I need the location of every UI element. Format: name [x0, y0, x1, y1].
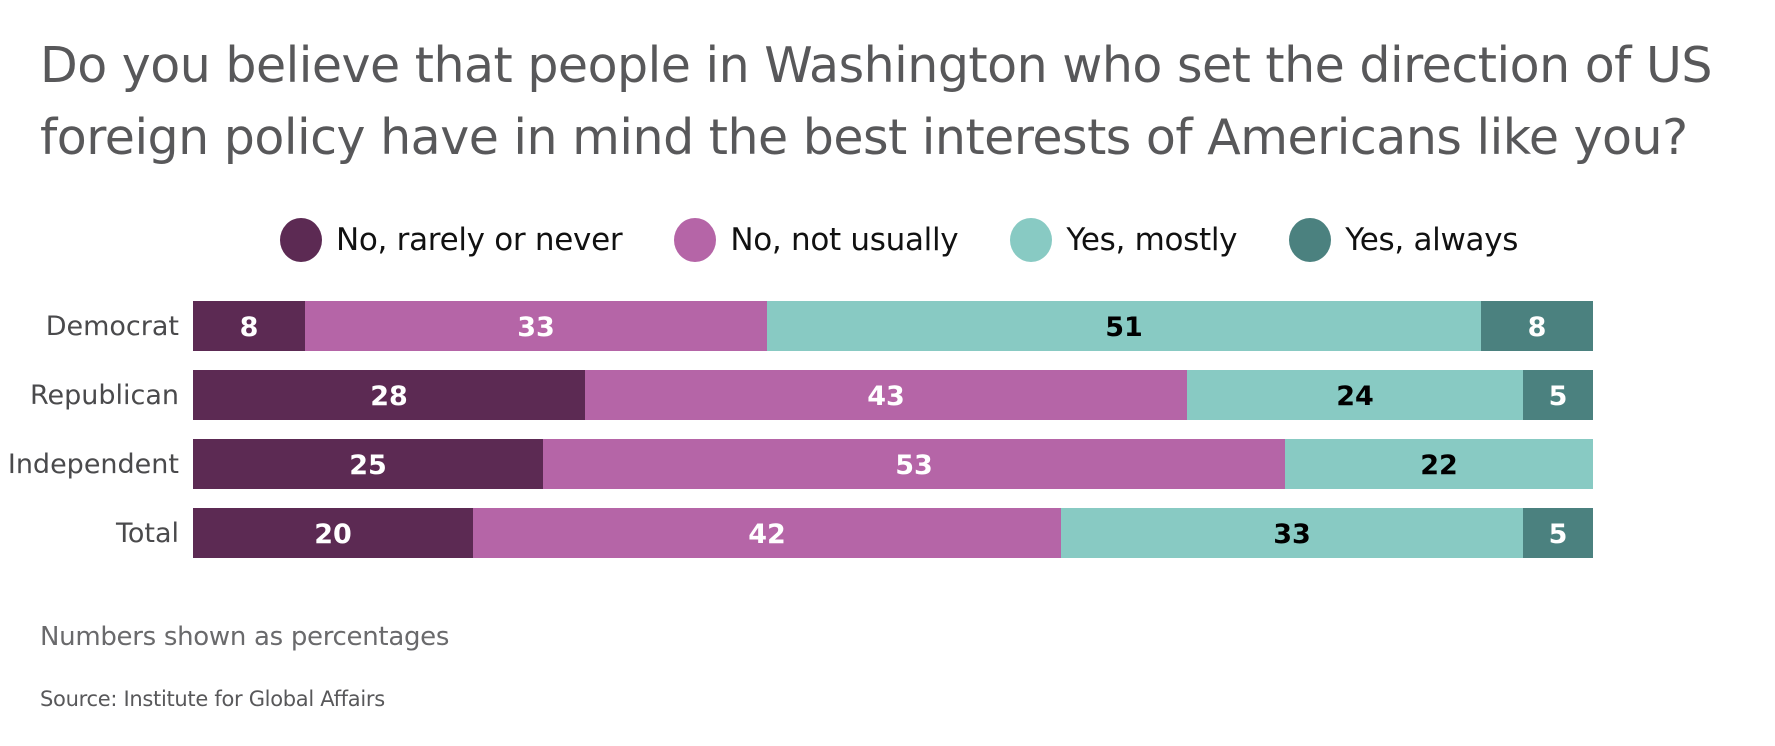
bar-segment-independent-no-rarely-or-never	[193, 439, 543, 489]
data-label-independent-no-not-usually: 53	[895, 450, 933, 481]
legend-label-yes-mostly: Yes, mostly	[1066, 222, 1238, 258]
category-label-independent: Independent	[8, 449, 179, 480]
bar-segment-democrat-yes-always	[1481, 301, 1593, 351]
bar-segment-total-no-rarely-or-never	[193, 508, 473, 558]
bar-segment-democrat-no-not-usually	[305, 301, 767, 351]
data-label-republican-yes-always: 5	[1549, 381, 1568, 412]
data-label-total-no-not-usually: 42	[748, 519, 786, 550]
legend-swatch-yes-always	[1289, 218, 1332, 262]
legend-label-no-rarely-or-never: No, rarely or never	[336, 222, 623, 258]
legend-swatch-yes-mostly	[1010, 218, 1053, 262]
data-label-republican-no-not-usually: 43	[867, 381, 905, 412]
legend-label-no-not-usually: No, not usually	[730, 222, 959, 258]
legend: No, rarely or never No, not usually Yes,…	[280, 217, 1570, 263]
footnote: Numbers shown as percentages	[40, 622, 450, 652]
data-label-total-yes-always: 5	[1549, 519, 1568, 550]
legend-item-no-rarely-or-never: No, rarely or never	[280, 218, 623, 262]
bar-segment-independent-no-not-usually	[543, 439, 1285, 489]
data-label-independent-no-rarely-or-never: 25	[349, 450, 387, 481]
data-label-republican-yes-mostly: 24	[1336, 381, 1374, 412]
category-label-total: Total	[115, 518, 179, 549]
chart-title-line-2: foreign policy have in mind the best int…	[40, 109, 1688, 166]
bar-segment-republican-yes-mostly	[1187, 370, 1523, 420]
data-label-independent-yes-mostly: 22	[1420, 450, 1458, 481]
category-label-democrat: Democrat	[46, 311, 179, 342]
category-label-republican: Republican	[30, 380, 179, 411]
bar-segment-total-no-not-usually	[473, 508, 1061, 558]
bar-segment-republican-no-rarely-or-never	[193, 370, 585, 420]
legend-item-yes-always: Yes, always	[1289, 218, 1518, 262]
bar-segment-democrat-yes-mostly	[767, 301, 1481, 351]
data-label-democrat-yes-mostly: 51	[1105, 312, 1143, 343]
data-label-democrat-no-rarely-or-never: 8	[240, 312, 259, 343]
data-label-democrat-no-not-usually: 33	[517, 312, 555, 343]
legend-label-yes-always: Yes, always	[1345, 222, 1519, 258]
source-note: Source: Institute for Global Affairs	[40, 687, 385, 711]
bar-segment-democrat-no-rarely-or-never	[193, 301, 305, 351]
bar-segment-republican-no-not-usually	[585, 370, 1187, 420]
bar-segment-total-yes-mostly	[1061, 508, 1523, 558]
data-label-republican-no-rarely-or-never: 28	[370, 381, 408, 412]
legend-item-yes-mostly: Yes, mostly	[1010, 218, 1238, 262]
bar-segment-republican-yes-always	[1523, 370, 1593, 420]
bar-segment-independent-yes-mostly	[1285, 439, 1593, 489]
chart-title-line-1: Do you believe that people in Washington…	[40, 37, 1712, 94]
data-label-total-no-rarely-or-never: 20	[314, 519, 352, 550]
data-label-democrat-yes-always: 8	[1528, 312, 1547, 343]
legend-item-no-not-usually: No, not usually	[674, 218, 959, 262]
legend-swatch-no-rarely-or-never	[280, 218, 322, 262]
chart-title: Do you believe that people in Washington…	[40, 30, 1740, 174]
legend-swatch-no-not-usually	[674, 218, 717, 262]
data-label-total-yes-mostly: 33	[1273, 519, 1311, 550]
bar-segment-total-yes-always	[1523, 508, 1593, 558]
